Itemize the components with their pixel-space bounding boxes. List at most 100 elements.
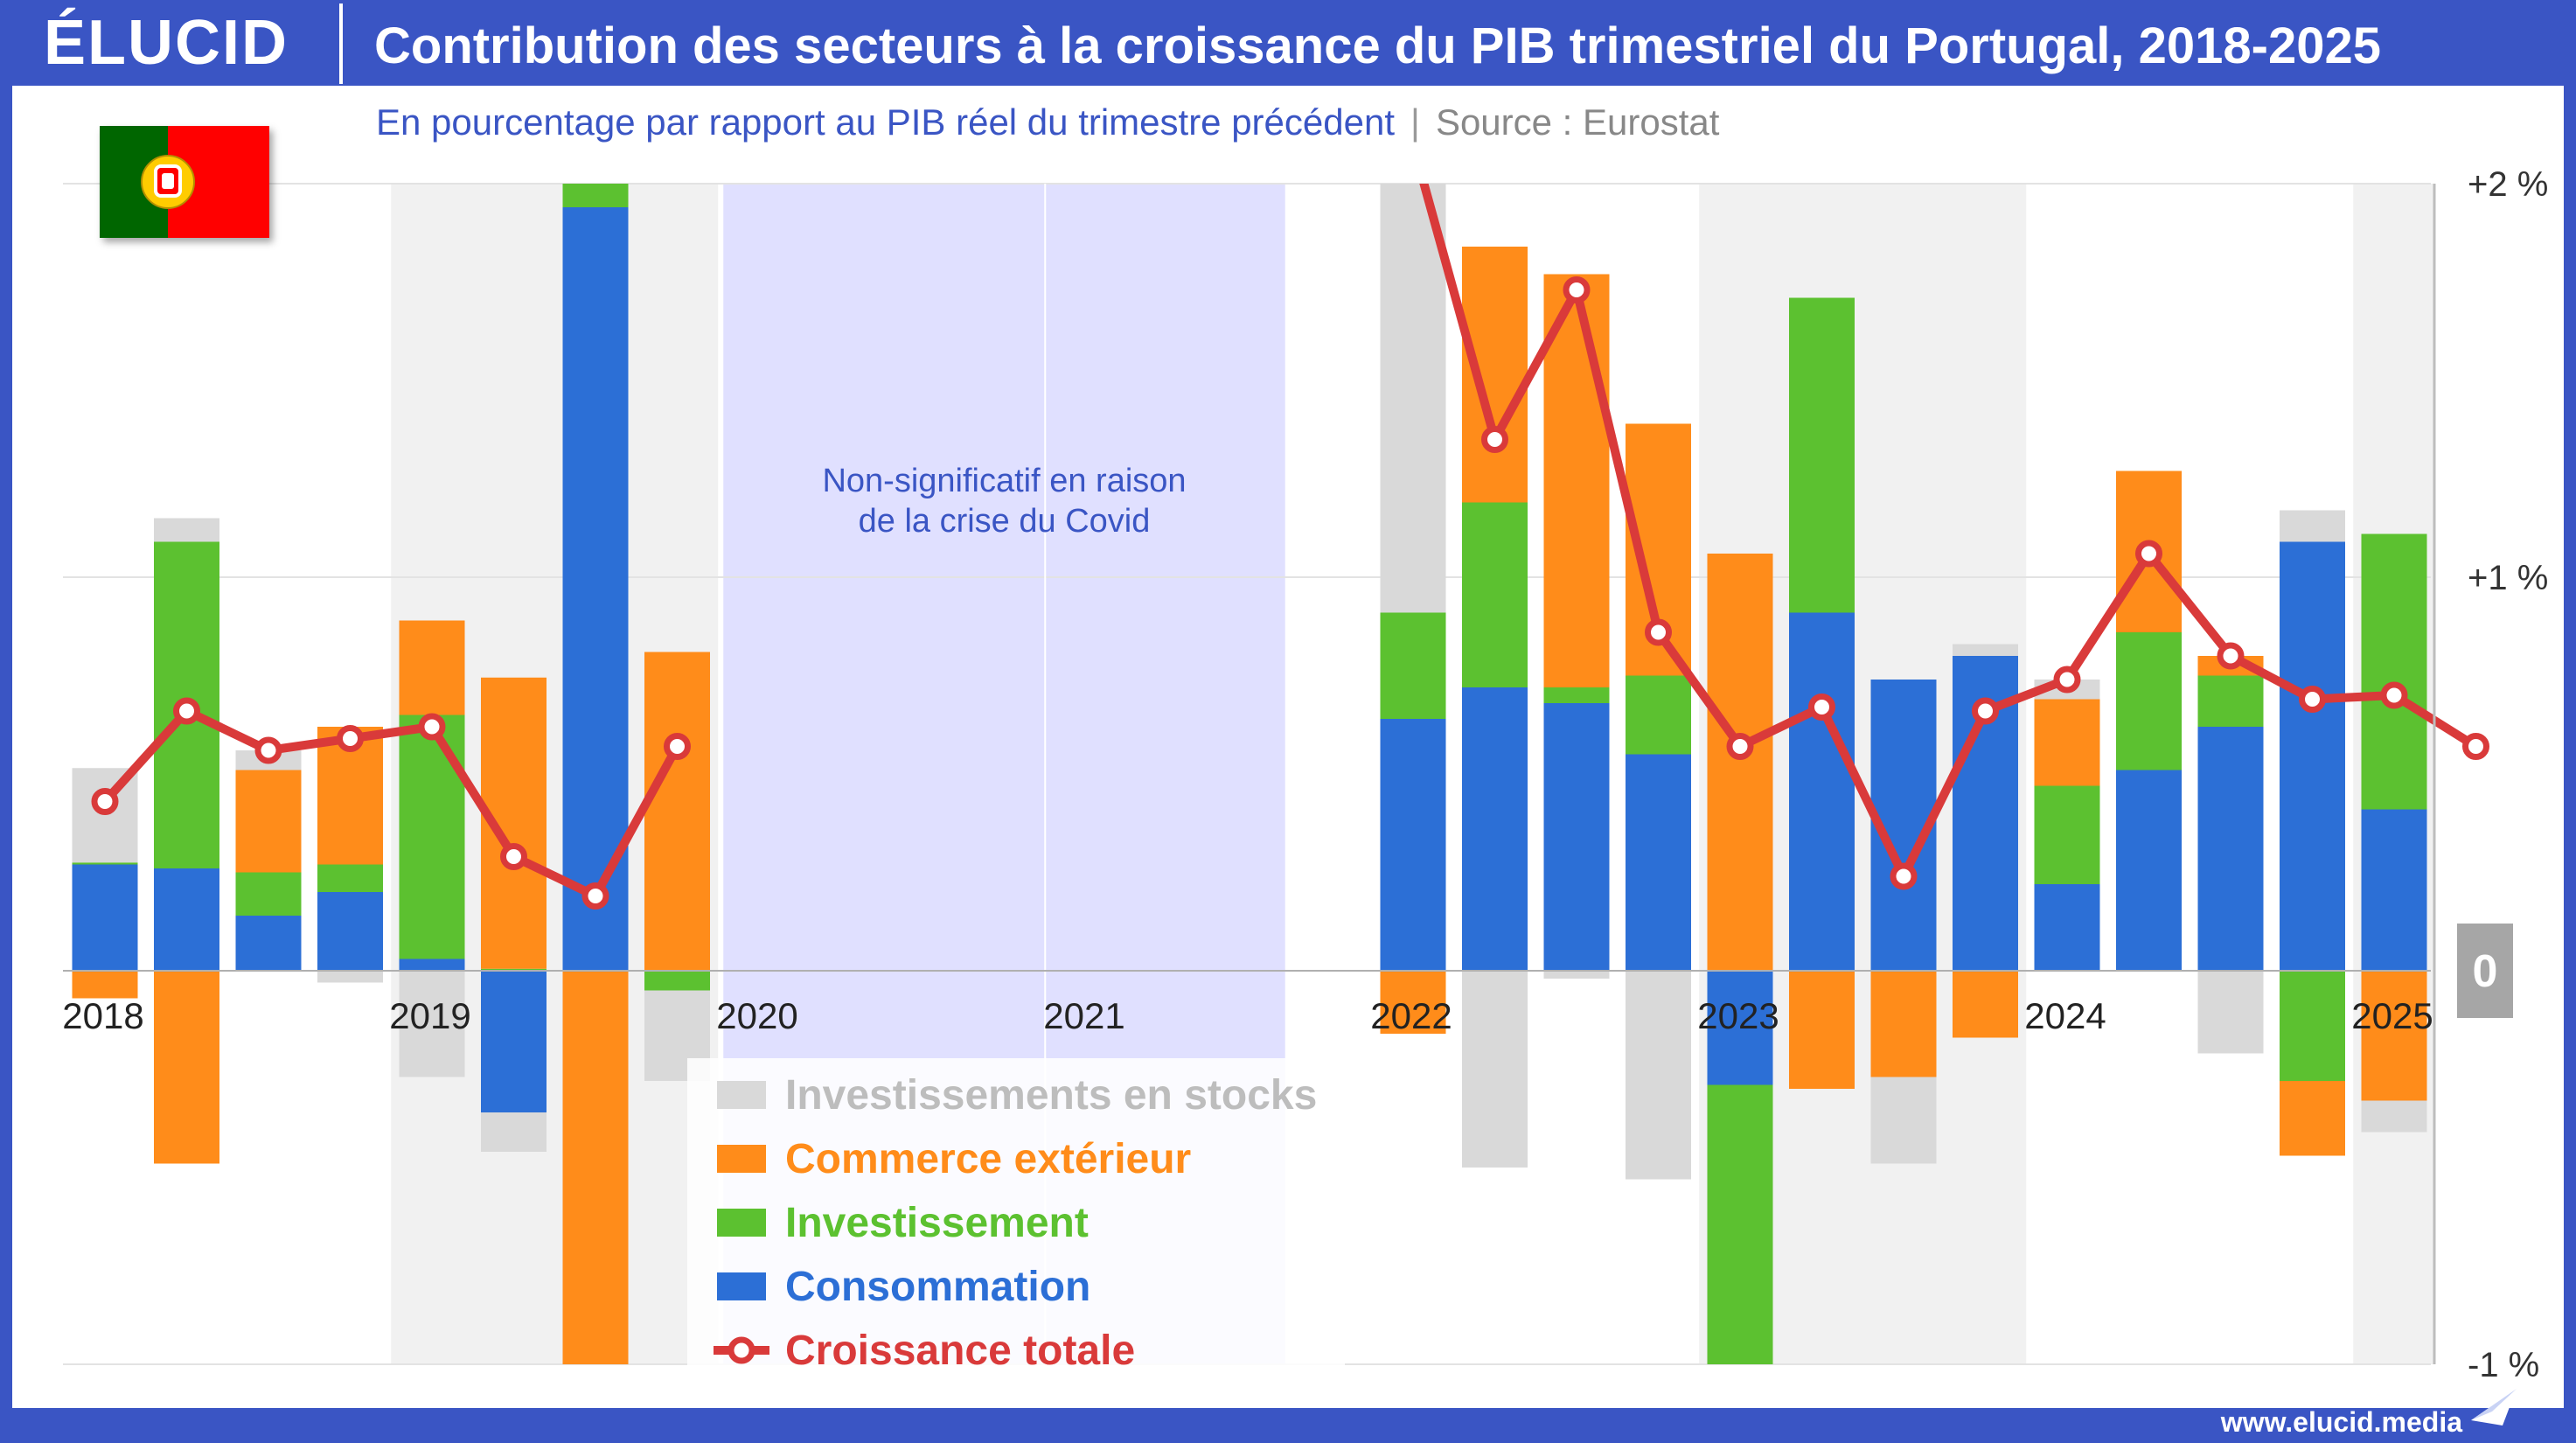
bar-investment: [1543, 687, 1610, 703]
total-growth-point: [173, 697, 200, 725]
bar-stocks: [1870, 1077, 1937, 1164]
covid-annotation: de la crise du Covid: [859, 503, 1151, 540]
bar-trade: [1789, 971, 1855, 1089]
header-bar: ÉLUCID Contribution des secteurs à la cr…: [0, 0, 2576, 86]
total-growth-point: [664, 733, 691, 760]
bar-stocks: [317, 971, 383, 983]
total-growth-point: [500, 843, 527, 870]
bar-trade: [2361, 971, 2427, 1101]
bar-stocks: [2280, 510, 2345, 542]
bar-stocks: [1380, 184, 1446, 613]
covid-annotation: Non-significatif en raison: [822, 463, 1186, 499]
bar-trade: [644, 652, 710, 971]
zero-tick-box: [2457, 924, 2513, 1018]
legend-label-total: Croissance totale: [785, 1328, 1135, 1374]
bar-trade: [1543, 274, 1610, 687]
bar-stocks: [481, 1112, 547, 1152]
bar-investment: [644, 971, 710, 991]
bar-investment: [317, 864, 383, 892]
bar-investment: [1462, 502, 1528, 687]
total-growth-point: [91, 788, 119, 815]
legend-label-consumption: Consommation: [785, 1264, 1090, 1310]
x-tick-label: 2025: [2351, 995, 2433, 1036]
bar-trade: [154, 971, 219, 1164]
total-growth-point: [2299, 686, 2326, 713]
subtitle-separator: |: [1410, 101, 1420, 143]
bar-trade: [562, 971, 629, 1364]
x-tick-label: 2021: [1043, 995, 1124, 1036]
x-tick-label: 2019: [389, 995, 470, 1036]
bar-investment: [2034, 785, 2100, 884]
bar-investment: [562, 184, 629, 207]
total-growth-point: [2135, 540, 2162, 568]
footer-url[interactable]: www.elucid.media: [2220, 1406, 2462, 1438]
bar-consumption: [2361, 809, 2427, 971]
bar-stocks: [399, 971, 465, 1077]
total-growth-point: [254, 736, 282, 764]
total-growth-point: [1563, 276, 1591, 303]
bar-investment: [1789, 297, 1855, 613]
total-growth-point: [1808, 694, 1835, 721]
bar-trade: [399, 620, 465, 715]
total-growth-point: [581, 882, 609, 910]
header-divider: [339, 3, 343, 84]
total-growth-point: [2462, 733, 2489, 760]
legend: Investissements en stocks Commerce extéri…: [687, 1058, 1345, 1374]
bar-investment: [1380, 612, 1446, 719]
y-tick-label: +1 %: [2468, 559, 2548, 597]
bar-stocks: [154, 518, 219, 542]
bar-consumption: [1707, 971, 1773, 1085]
total-growth-point: [1972, 697, 1999, 725]
x-tick-label: 2023: [1697, 995, 1779, 1036]
bar-investment: [1626, 675, 1691, 755]
subtitle-text: En pourcentage par rapport au PIB réel d…: [376, 101, 1396, 143]
bar-consumption: [317, 892, 383, 971]
y-tick-label: +2 %: [2468, 165, 2548, 204]
total-growth-point: [2053, 666, 2081, 694]
bar-stocks: [2361, 1100, 2427, 1133]
bar-investment: [2197, 675, 2264, 727]
chart-subtitle: En pourcentage par rapport au PIB réel d…: [376, 98, 1719, 147]
bar-investment: [2116, 632, 2182, 770]
flag-inner-shield: [162, 173, 174, 189]
bar-trade: [1953, 971, 2018, 1038]
bar-consumption: [1462, 687, 1528, 971]
bar-consumption: [2034, 884, 2100, 971]
total-growth-line: [101, 707, 681, 901]
bar-trade: [2034, 699, 2100, 786]
y-tick-label: -1 %: [2468, 1346, 2539, 1384]
bar-stocks: [1626, 971, 1691, 1180]
bar-trade: [1707, 554, 1773, 971]
bar-investment: [1707, 1084, 1773, 1364]
bar-consumption: [399, 959, 465, 971]
total-growth-point: [1726, 733, 1754, 760]
bar-investment: [2280, 971, 2345, 1081]
legend-swatch-consumption: [717, 1272, 766, 1300]
legend-swatch-point: [728, 1336, 755, 1364]
bar-consumption: [1380, 719, 1446, 971]
x-tick-label: 2024: [2024, 995, 2106, 1036]
y-tick-label: 0: [2473, 946, 2498, 997]
bar-consumption: [235, 916, 302, 971]
bar-stocks: [1953, 644, 2018, 656]
bar-trade: [1462, 247, 1528, 503]
legend-background: [687, 1058, 1345, 1366]
bar-consumption: [1626, 754, 1691, 971]
bar-trade: [72, 971, 138, 999]
bar-consumption: [2197, 727, 2264, 971]
total-growth-point: [1645, 618, 1672, 646]
bar-stocks: [1462, 971, 1528, 1168]
legend-swatch-trade: [717, 1145, 766, 1173]
legend-label-trade: Commerce extérieur: [785, 1136, 1191, 1182]
bar-investment: [399, 715, 465, 959]
total-growth-point: [1890, 862, 1918, 890]
bar-trade: [1380, 971, 1446, 1034]
total-growth-line: [1419, 184, 2479, 881]
bar-consumption: [2280, 541, 2345, 971]
x-tick-label: 2018: [62, 995, 143, 1036]
bar-consumption: [1789, 612, 1855, 971]
bar-consumption: [2116, 770, 2182, 971]
total-growth-point: [2217, 642, 2245, 670]
legend-swatch-investment: [717, 1209, 766, 1237]
